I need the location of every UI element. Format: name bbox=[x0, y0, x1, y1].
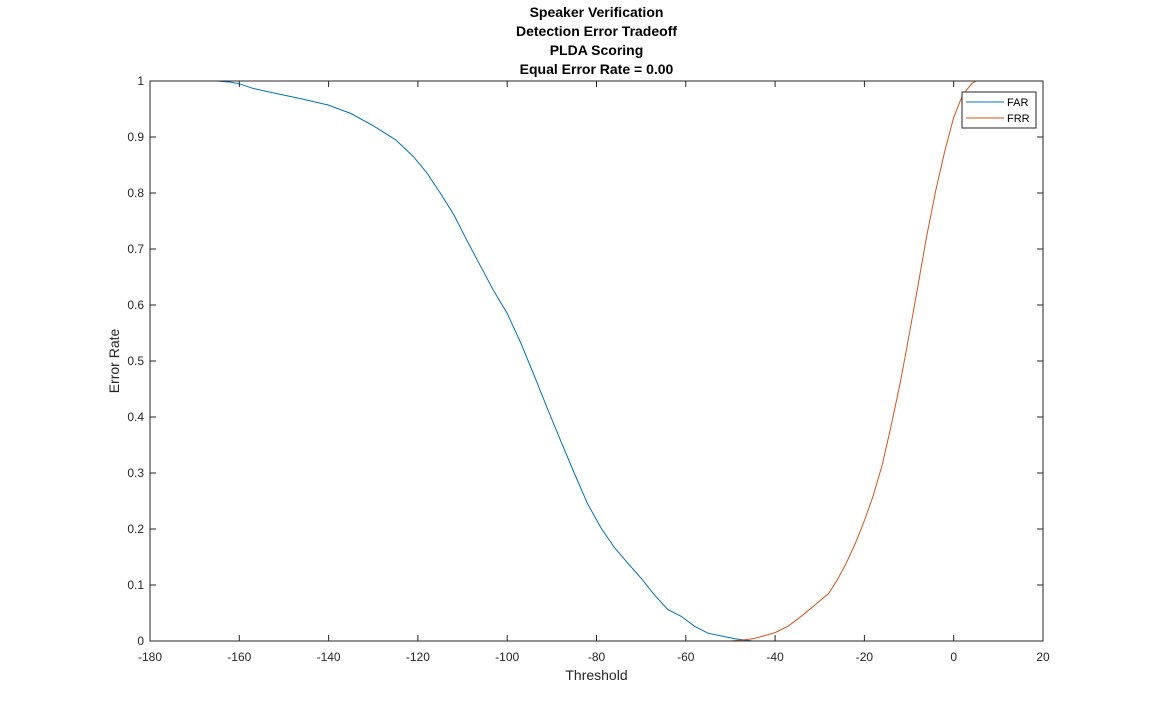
y-tick-label: 0.8 bbox=[127, 186, 144, 200]
y-tick-label: 0 bbox=[137, 634, 144, 648]
legend-label-far: FAR bbox=[1007, 97, 1028, 109]
y-tick-label: 0.2 bbox=[127, 522, 144, 536]
x-tick-label: -180 bbox=[138, 650, 162, 664]
x-tick-label: 0 bbox=[950, 650, 957, 664]
x-tick-label: -140 bbox=[317, 650, 341, 664]
legend: FAR FRR bbox=[961, 91, 1037, 129]
x-tick-label: -40 bbox=[766, 650, 784, 664]
y-tick-label: 1 bbox=[137, 74, 144, 88]
title-line: Speaker Verification bbox=[530, 4, 664, 20]
y-tick-label: 0.1 bbox=[127, 578, 144, 592]
x-tick-label: -80 bbox=[588, 650, 606, 664]
title-line: Equal Error Rate = 0.00 bbox=[520, 61, 674, 77]
y-tick-label: 0.6 bbox=[127, 298, 144, 312]
series-group bbox=[185, 80, 977, 642]
y-tick-label: 0.5 bbox=[127, 354, 144, 368]
title-line: PLDA Scoring bbox=[550, 42, 644, 58]
y-tick-label: 0.3 bbox=[127, 466, 144, 480]
y-axis-label: Error Rate bbox=[106, 329, 122, 394]
x-tick-label: 20 bbox=[1036, 650, 1050, 664]
x-tick-label: -160 bbox=[227, 650, 251, 664]
x-axis-label: Threshold bbox=[565, 667, 627, 683]
plot-area bbox=[150, 81, 1043, 641]
chart-title: Speaker Verification Detection Error Tra… bbox=[516, 4, 677, 77]
y-tick-label: 0.4 bbox=[127, 410, 144, 424]
title-line: Detection Error Tradeoff bbox=[516, 23, 677, 39]
series-line-far bbox=[185, 80, 976, 642]
series-line-frr bbox=[185, 80, 977, 642]
x-tick-label: -100 bbox=[495, 650, 519, 664]
x-tick-label: -120 bbox=[406, 650, 430, 664]
y-tick-label: 0.7 bbox=[127, 242, 144, 256]
ticks: -180 -160 -140 -120 -100 -80 -60 -40 -20 0 20 0 0.1 0… bbox=[127, 74, 1050, 664]
y-tick-label: 0.9 bbox=[127, 130, 144, 144]
legend-label-frr: FRR bbox=[1007, 113, 1030, 125]
x-tick-label: -60 bbox=[677, 650, 695, 664]
legend-box bbox=[961, 91, 1037, 129]
x-tick-label: -20 bbox=[856, 650, 874, 664]
